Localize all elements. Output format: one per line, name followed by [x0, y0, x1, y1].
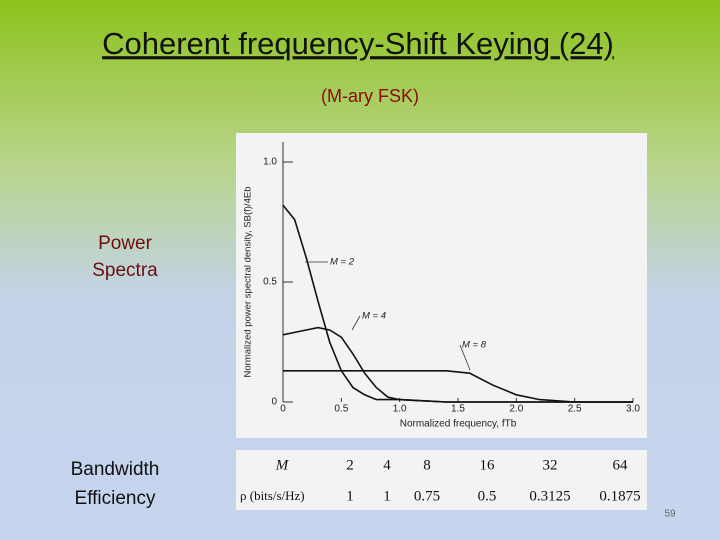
- x-tick-label: 2.5: [568, 404, 582, 415]
- x-tick-label: 1.5: [451, 404, 465, 415]
- table-cell: 32: [543, 457, 558, 473]
- label-pointer: [459, 344, 471, 371]
- table-cell: 64: [613, 457, 629, 473]
- spectra-label: Power Spectra: [92, 233, 158, 281]
- x-tick-label: 0: [280, 404, 286, 415]
- label-pointer: [351, 315, 361, 331]
- series-line: [283, 370, 633, 403]
- x-tick-label: 2.0: [509, 404, 523, 415]
- table-cell: ρ (bits/s/Hz): [240, 488, 305, 503]
- table-cell: 2: [346, 457, 354, 473]
- y-tick-label: 0: [271, 397, 277, 408]
- table-cell: 0.1875: [599, 488, 640, 504]
- page-number: 59: [664, 509, 676, 520]
- subtitle: (M-ary FSK): [321, 86, 419, 106]
- series-line: [282, 326, 633, 403]
- table-cell: 0.3125: [529, 488, 570, 504]
- y-tick-label: 1.0: [263, 157, 277, 168]
- label-box: Bandwidth Efficiency: [70, 459, 160, 509]
- table-cell: M: [275, 457, 290, 473]
- efficiency-label: Bandwidth Efficiency: [70, 459, 160, 509]
- series-label: M = 2: [330, 257, 355, 268]
- chart-panel: [236, 133, 647, 438]
- y-tick-label: 0.5: [263, 277, 277, 288]
- table-cell: 1: [346, 488, 354, 504]
- label-box: Power Spectra: [92, 233, 158, 281]
- table-cell: 0.75: [414, 488, 440, 504]
- y-axis-label: Normalized power spectral density, SB(f)…: [243, 187, 254, 378]
- table-cell: 4: [383, 457, 391, 473]
- table-panel: [236, 450, 647, 510]
- table-cell: 8: [423, 457, 431, 473]
- x-axis-label: Normalized frequency, fTb: [400, 419, 517, 430]
- x-tick-label: 3.0: [626, 404, 640, 415]
- series-label: M = 8: [462, 340, 487, 351]
- table-cell: 1: [383, 488, 391, 504]
- x-tick-label: 1.0: [393, 404, 407, 415]
- series-label: M = 4: [362, 311, 386, 322]
- title: Coherent frequency-Shift Keying (24): [102, 26, 614, 61]
- x-tick-label: 0.5: [334, 404, 348, 415]
- table-cell: 16: [480, 457, 496, 473]
- table-cell: 0.5: [478, 488, 497, 504]
